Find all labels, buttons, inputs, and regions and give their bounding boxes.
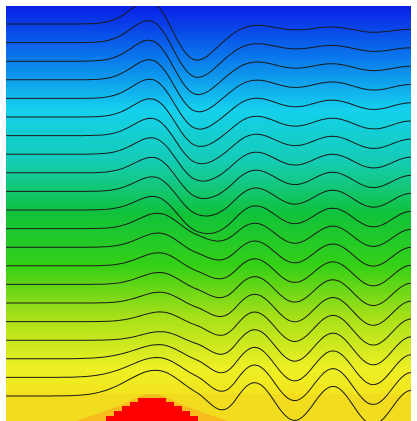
contour-line [6,329,411,366]
contour-line [6,59,411,113]
contour-line [6,369,411,421]
field-gradient-background [6,6,411,421]
contour-line [6,117,411,165]
contour-line [6,156,411,200]
contour-line [6,252,411,287]
contour-plot [6,6,411,421]
contour-line [6,311,411,346]
contour-line [6,195,411,235]
contour-line [6,356,411,405]
contour-line [6,78,411,130]
contour-lines [6,6,411,421]
hot-mound [106,398,198,421]
contour-line [6,176,411,217]
contour-line [6,232,411,267]
contour-line [6,271,411,306]
contour-line [6,344,411,386]
contour-line [6,291,411,326]
contour-line [6,98,411,147]
contour-line [6,212,411,247]
hot-region [76,394,228,421]
contour-line [6,39,411,96]
contour-line [6,137,411,182]
contour-line [6,20,411,78]
contour-line [6,6,411,61]
